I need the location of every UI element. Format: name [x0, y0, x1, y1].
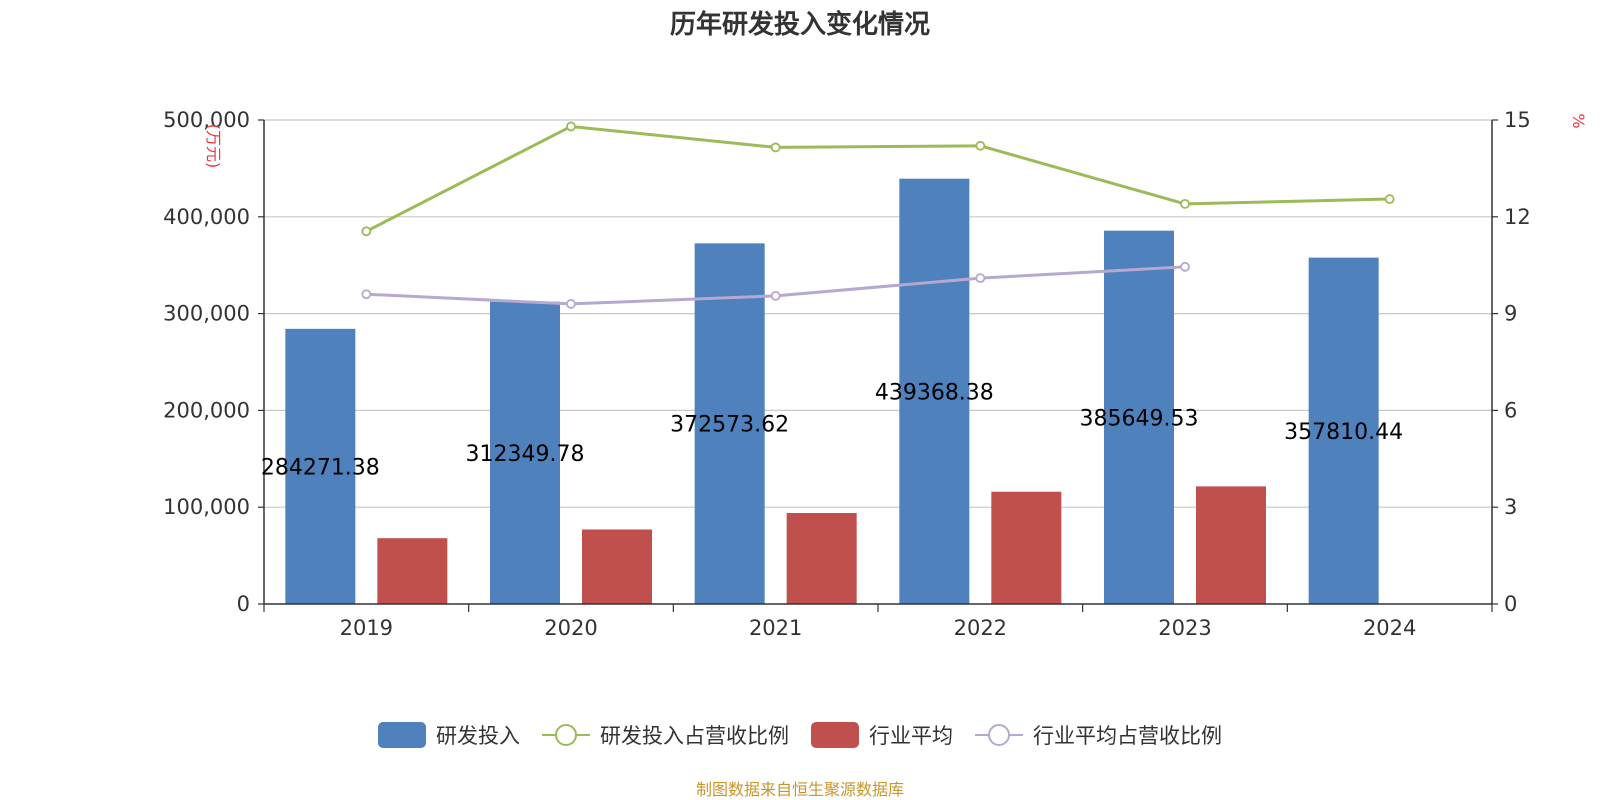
bar-rd-2021	[694, 243, 765, 604]
x-axis-tick-label: 2023	[1158, 616, 1211, 640]
legend-item: 研发投入	[378, 722, 520, 748]
bar-rd-2024	[1308, 257, 1379, 604]
line-point	[770, 142, 781, 153]
x-axis-tick-label: 2022	[954, 616, 1007, 640]
left-axis-tick-label: 200,000	[163, 398, 250, 422]
bar-rd-2022	[899, 178, 970, 604]
source-note: 制图数据来自恒生聚源数据库	[696, 780, 904, 799]
left-axis-unit: (万元)	[204, 124, 223, 169]
left-axis-tick-label: 400,000	[163, 205, 250, 229]
line-point	[361, 289, 372, 300]
lines-layer	[361, 121, 1395, 309]
x-axis-tick-label: 2020	[544, 616, 597, 640]
right-axis-tick-label: 6	[1504, 398, 1517, 422]
legend-item: 行业平均占营收比例	[975, 724, 1222, 748]
left-axis-tick-label: 100,000	[163, 495, 250, 519]
legend-marker	[988, 724, 1010, 746]
bar-rd-2023	[1104, 230, 1174, 604]
legend-swatch	[378, 722, 426, 748]
bar-data-label: 439368.38	[875, 380, 994, 405]
grid-lines	[264, 119, 1492, 508]
legend-label: 行业平均占营收比例	[1033, 724, 1222, 748]
bar-industry-2019	[377, 538, 448, 604]
bar-industry-2023	[1196, 486, 1266, 604]
bar-data-label: 284271.38	[261, 455, 380, 480]
left-axis-tick-label: 0	[237, 592, 250, 616]
data-labels-layer: 284271.38 312349.78 372573.62 439368.38 3856…	[261, 380, 1403, 480]
right-axis-unit: %	[1569, 113, 1588, 128]
bar-data-label: 372573.62	[670, 413, 789, 438]
x-axis-tick-label: 2024	[1363, 616, 1416, 640]
left-axis-tick-label: 300,000	[163, 302, 250, 326]
axes-layer: 0 0 100,000 3 200,000 6 300,000 9 400,000 12 500,0…	[163, 108, 1531, 640]
bar-data-label: 385649.53	[1080, 406, 1199, 431]
legend-marker	[555, 724, 577, 746]
line-point	[975, 273, 986, 284]
line-point	[770, 290, 781, 301]
chart-title: 历年研发投入变化情况	[670, 9, 930, 40]
line-point	[566, 121, 576, 132]
bar-data-label: 312349.78	[466, 442, 585, 467]
x-axis-tick-label: 2021	[749, 616, 802, 640]
line-point	[975, 140, 986, 151]
bar-rd-2020	[490, 301, 560, 604]
line-point	[1180, 261, 1190, 272]
bar-data-label: 357810.44	[1284, 420, 1403, 445]
line-point	[1384, 194, 1395, 204]
right-axis-tick-label: 3	[1504, 495, 1517, 519]
bar-rd-2019	[285, 328, 356, 604]
legend: 研发投入 研发投入占营收比例 行业平均 行业平均占营收比例	[378, 722, 1222, 748]
legend-item: 行业平均	[811, 722, 953, 748]
legend-label: 研发投入占营收比例	[600, 724, 789, 748]
right-axis-tick-label: 9	[1504, 302, 1517, 326]
right-axis-tick-label: 15	[1504, 108, 1531, 132]
right-axis-tick-label: 0	[1504, 592, 1517, 616]
right-axis-tick-label: 12	[1504, 205, 1531, 229]
left-axis-tick-label: 500,000	[163, 108, 250, 132]
legend-label: 研发投入	[436, 724, 520, 748]
bar-industry-2021	[786, 513, 857, 604]
bar-industry-2022	[991, 491, 1062, 604]
line-point	[566, 299, 576, 309]
legend-swatch	[811, 722, 859, 748]
line-series-rd-ratio	[365, 124, 1390, 233]
bars-layer	[285, 178, 1379, 604]
line-point	[1180, 198, 1190, 209]
line-point	[361, 226, 372, 237]
legend-label: 行业平均	[869, 724, 953, 748]
x-axis-tick-label: 2019	[340, 616, 393, 640]
bar-industry-2020	[582, 529, 652, 604]
legend-item: 研发投入占营收比例	[542, 724, 789, 748]
